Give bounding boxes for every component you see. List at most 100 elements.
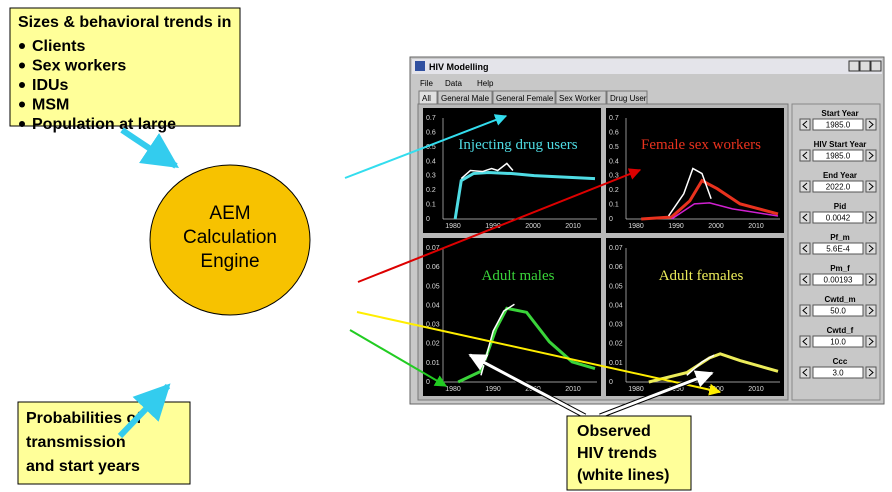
decrement-button[interactable]: [799, 180, 811, 193]
tab-label: Sex Worker: [559, 94, 601, 103]
males-arrow: [349, 329, 448, 387]
inputs-box: [9, 7, 241, 127]
increment-button[interactable]: [865, 180, 877, 193]
param-value: 50.0: [830, 307, 846, 316]
trend-line: [686, 354, 715, 376]
param-field[interactable]: [812, 242, 864, 255]
observed-pointer: [468, 353, 586, 418]
param-field[interactable]: [812, 335, 864, 348]
increment-button[interactable]: [865, 211, 877, 224]
increment-button[interactable]: [865, 118, 877, 131]
plot-title: Injecting drug users: [458, 137, 577, 153]
x-tick-label: 1990: [668, 386, 684, 393]
females-arrow: [356, 311, 722, 396]
y-tick-label: 0.05: [426, 283, 440, 290]
fsw-arrow: [357, 168, 642, 283]
y-tick-label: 0.07: [609, 245, 623, 252]
decrement-button[interactable]: [799, 149, 811, 162]
y-tick-label: 0.5: [426, 144, 436, 151]
increment-button[interactable]: [865, 242, 877, 255]
arrow-icon: [868, 244, 874, 253]
input-item: IDUs: [32, 77, 69, 94]
y-tick-label: 0.4: [426, 158, 436, 165]
y-tick-label: 0.07: [426, 245, 440, 252]
x-tick-label: 1990: [485, 223, 501, 230]
menu-item: Data: [445, 79, 462, 88]
param-field[interactable]: [812, 180, 864, 193]
increment-button[interactable]: [865, 149, 877, 162]
plot: 0.7 0.6 0.5 0.4 0.3 0.2 0.1 0 1980 1990 2000 2010 Fe…: [606, 108, 784, 233]
x-tick-label: 2010: [748, 223, 764, 230]
decrement-button[interactable]: [799, 273, 811, 286]
probabilities-line: transmission: [26, 434, 126, 451]
probabilities-line: Probabilities of: [26, 410, 142, 427]
y-tick-label: 0.04: [426, 302, 440, 309]
arrow-icon: [868, 306, 874, 315]
decrement-button[interactable]: [799, 366, 811, 379]
x-tick-label: 1980: [628, 386, 644, 393]
x-tick-label: 1980: [628, 223, 644, 230]
param-field[interactable]: [812, 273, 864, 286]
max-button[interactable]: [859, 60, 871, 72]
y-tick-label: 0: [426, 216, 430, 223]
increment-button[interactable]: [865, 366, 877, 379]
title-bar: [412, 59, 882, 74]
param-value: 0.00193: [824, 276, 853, 285]
arrow-icon: [868, 275, 874, 284]
y-tick-label: 0.3: [609, 173, 619, 180]
window-title: HIV Modelling: [429, 62, 489, 72]
idu-arrow: [344, 114, 508, 179]
y-tick-label: 0.6: [609, 129, 619, 136]
x-tick-label: 2010: [565, 386, 581, 393]
arrow-icon: [802, 275, 808, 284]
arrow-icon: [802, 244, 808, 253]
arrow-icon: [802, 368, 808, 377]
param-field[interactable]: [812, 211, 864, 224]
plot-title: Adult females: [659, 268, 744, 284]
param-label: Cwtd_m: [824, 295, 855, 304]
param-value: 5.6E-4: [826, 245, 850, 254]
menu-item: File: [420, 79, 433, 88]
input-item: MSM: [32, 97, 69, 114]
min-button[interactable]: [848, 60, 860, 72]
x-tick-label: 1990: [668, 223, 684, 230]
app-icon: [415, 61, 425, 71]
close-button[interactable]: [870, 60, 882, 72]
param-label: End Year: [823, 171, 857, 180]
param-field[interactable]: [812, 366, 864, 379]
bullet: [19, 101, 25, 108]
bullet: [19, 121, 25, 127]
decrement-button[interactable]: [799, 118, 811, 131]
increment-button[interactable]: [865, 304, 877, 317]
plot-area: [606, 238, 784, 396]
plot-title: Female sex workers: [641, 137, 761, 153]
arrow-icon: [868, 337, 874, 346]
decrement-button[interactable]: [799, 335, 811, 348]
trend-line: [641, 178, 779, 221]
arrow-icon: [802, 306, 808, 315]
decrement-button[interactable]: [799, 242, 811, 255]
decrement-button[interactable]: [799, 211, 811, 224]
plot: 0.070.060.050.040.030.020.01019801990200…: [423, 238, 601, 396]
y-tick-label: 0.7: [426, 115, 436, 122]
param-field[interactable]: [812, 118, 864, 131]
param-field[interactable]: [812, 304, 864, 317]
x-tick-label: 2000: [708, 223, 724, 230]
menu-item: Help: [477, 79, 494, 88]
param-field[interactable]: [812, 149, 864, 162]
y-tick-label: 0.2: [426, 187, 436, 194]
x-tick-label: 2010: [748, 386, 764, 393]
arrow-icon: [868, 120, 874, 129]
trend-line: [453, 171, 596, 220]
arrow-icon: [802, 182, 808, 191]
param-value: 10.0: [830, 338, 846, 347]
increment-button[interactable]: [865, 335, 877, 348]
decrement-button[interactable]: [799, 304, 811, 317]
y-tick-label: 0.1: [609, 202, 619, 209]
x-tick-label: 1980: [445, 386, 461, 393]
y-tick-label: 0.01: [426, 360, 440, 367]
trend-line: [671, 202, 779, 220]
param-label: HIV Start Year: [814, 140, 867, 149]
increment-button[interactable]: [865, 273, 877, 286]
